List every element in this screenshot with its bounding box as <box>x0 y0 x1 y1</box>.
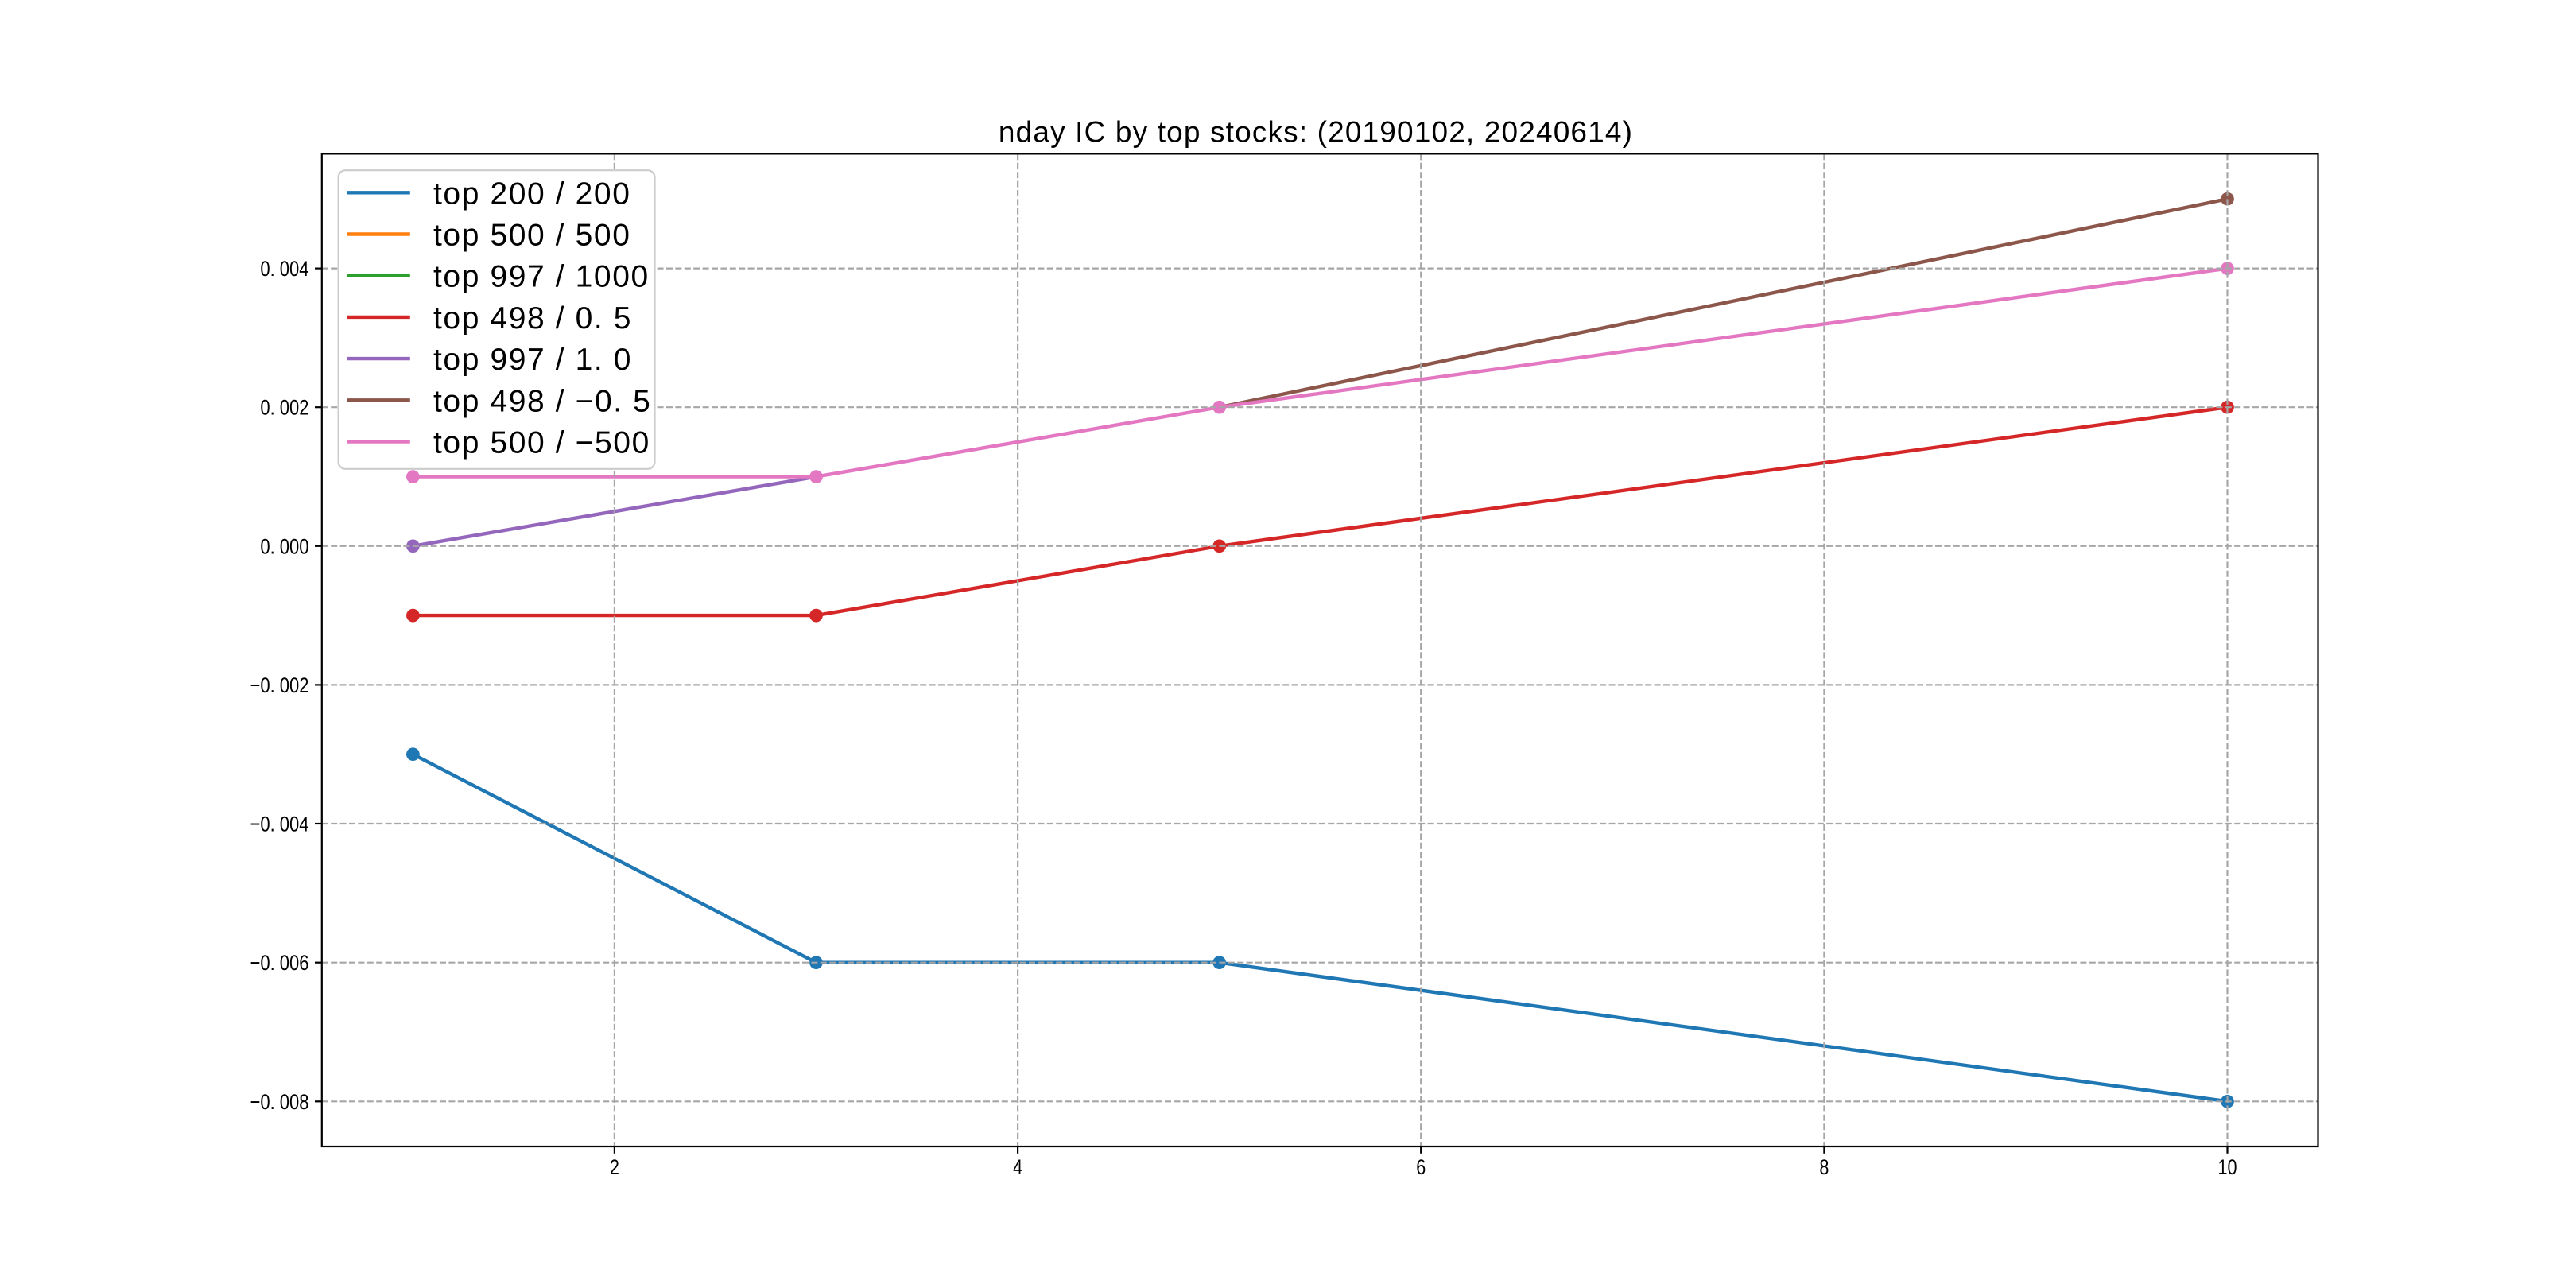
svg-text:0. 002: 0. 002 <box>260 397 308 421</box>
svg-text:8: 8 <box>1819 1156 1829 1180</box>
svg-text:top 997 / 1000: top 997 / 1000 <box>433 260 650 294</box>
svg-text:−0. 002: −0. 002 <box>250 674 309 698</box>
svg-text:−0. 008: −0. 008 <box>250 1091 309 1115</box>
svg-text:top 500 / −500: top 500 / −500 <box>433 426 650 460</box>
svg-text:0. 004: 0. 004 <box>260 258 308 281</box>
svg-text:top 500 / 500: top 500 / 500 <box>433 219 631 253</box>
svg-text:2: 2 <box>610 1156 619 1180</box>
svg-text:top 997 / 1. 0: top 997 / 1. 0 <box>433 343 632 377</box>
svg-text:10: 10 <box>2217 1156 2237 1180</box>
svg-text:top 498 / 0. 5: top 498 / 0. 5 <box>433 301 632 336</box>
svg-text:0. 000: 0. 000 <box>260 535 308 559</box>
svg-text:top 200 / 200: top 200 / 200 <box>433 177 631 211</box>
svg-text:4: 4 <box>1013 1156 1022 1180</box>
svg-text:−0. 004: −0. 004 <box>250 813 309 836</box>
svg-text:nday IC by top stocks: (20190: nday IC by top stocks: (20190102, 202406… <box>999 116 1633 149</box>
svg-text:6: 6 <box>1416 1156 1426 1180</box>
svg-text:top 498 / −0. 5: top 498 / −0. 5 <box>433 384 651 418</box>
svg-text:−0. 006: −0. 006 <box>250 952 309 976</box>
